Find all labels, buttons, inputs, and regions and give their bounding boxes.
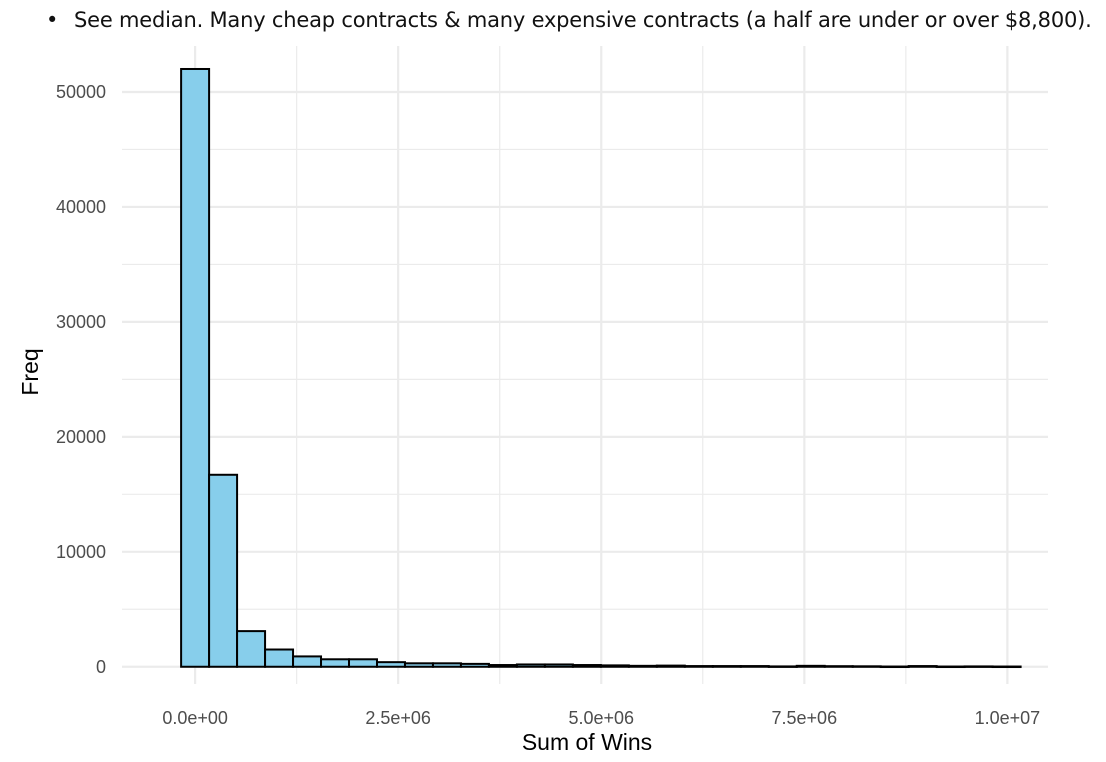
histogram-bar <box>851 665 882 668</box>
y-tick-label: 10000 <box>56 542 106 562</box>
histogram-bar <box>180 67 211 668</box>
x-tick-label: 0.0e+00 <box>162 708 228 728</box>
histogram-bar <box>348 658 378 668</box>
histogram-bar <box>375 661 406 668</box>
histogram-bar <box>487 664 518 668</box>
x-tick-label: 1.0e+07 <box>975 708 1041 728</box>
y-tick-label: 20000 <box>56 427 106 447</box>
histogram-bar <box>795 664 826 668</box>
y-tick-label: 40000 <box>56 197 106 217</box>
histogram-bar <box>655 664 686 668</box>
histogram-bar <box>879 665 910 669</box>
histogram-bar <box>739 665 770 668</box>
histogram-bar <box>963 665 994 668</box>
histogram-bar <box>515 663 546 668</box>
histogram-bar <box>683 665 714 668</box>
x-tick-label: 7.5e+06 <box>772 708 838 728</box>
histogram-bar <box>767 665 798 668</box>
histogram-bar <box>907 665 938 668</box>
histogram-bar <box>711 665 742 668</box>
histogram-bar <box>431 662 462 668</box>
bullet-dot: • <box>46 8 59 32</box>
histogram-bar <box>292 655 323 668</box>
x-tick-label: 5.0e+06 <box>568 708 634 728</box>
histogram-bar <box>320 658 351 668</box>
histogram-bar <box>823 665 854 668</box>
histogram-bar <box>543 663 574 668</box>
histogram-bar <box>571 664 602 668</box>
y-tick-label: 50000 <box>56 82 106 102</box>
x-axis-title: Sum of Wins <box>522 729 652 755</box>
histogram-bar <box>403 662 434 668</box>
histogram-bar <box>208 473 239 668</box>
y-tick-label: 0 <box>96 657 106 677</box>
histogram-bar <box>459 662 490 668</box>
y-tick-label: 30000 <box>56 312 106 332</box>
histogram-bar <box>991 665 1022 669</box>
note-text: See median. Many cheap contracts & many … <box>74 8 1092 32</box>
histogram-bar <box>264 648 295 668</box>
y-axis-title: Freq <box>17 348 43 395</box>
histogram-bar <box>236 630 267 668</box>
histogram-bar <box>935 665 966 669</box>
histogram-bar <box>627 664 658 668</box>
histogram-bar <box>599 664 630 668</box>
x-tick-label: 2.5e+06 <box>365 708 431 728</box>
bullet-note: • See median. Many cheap contracts & many… <box>46 8 1092 32</box>
